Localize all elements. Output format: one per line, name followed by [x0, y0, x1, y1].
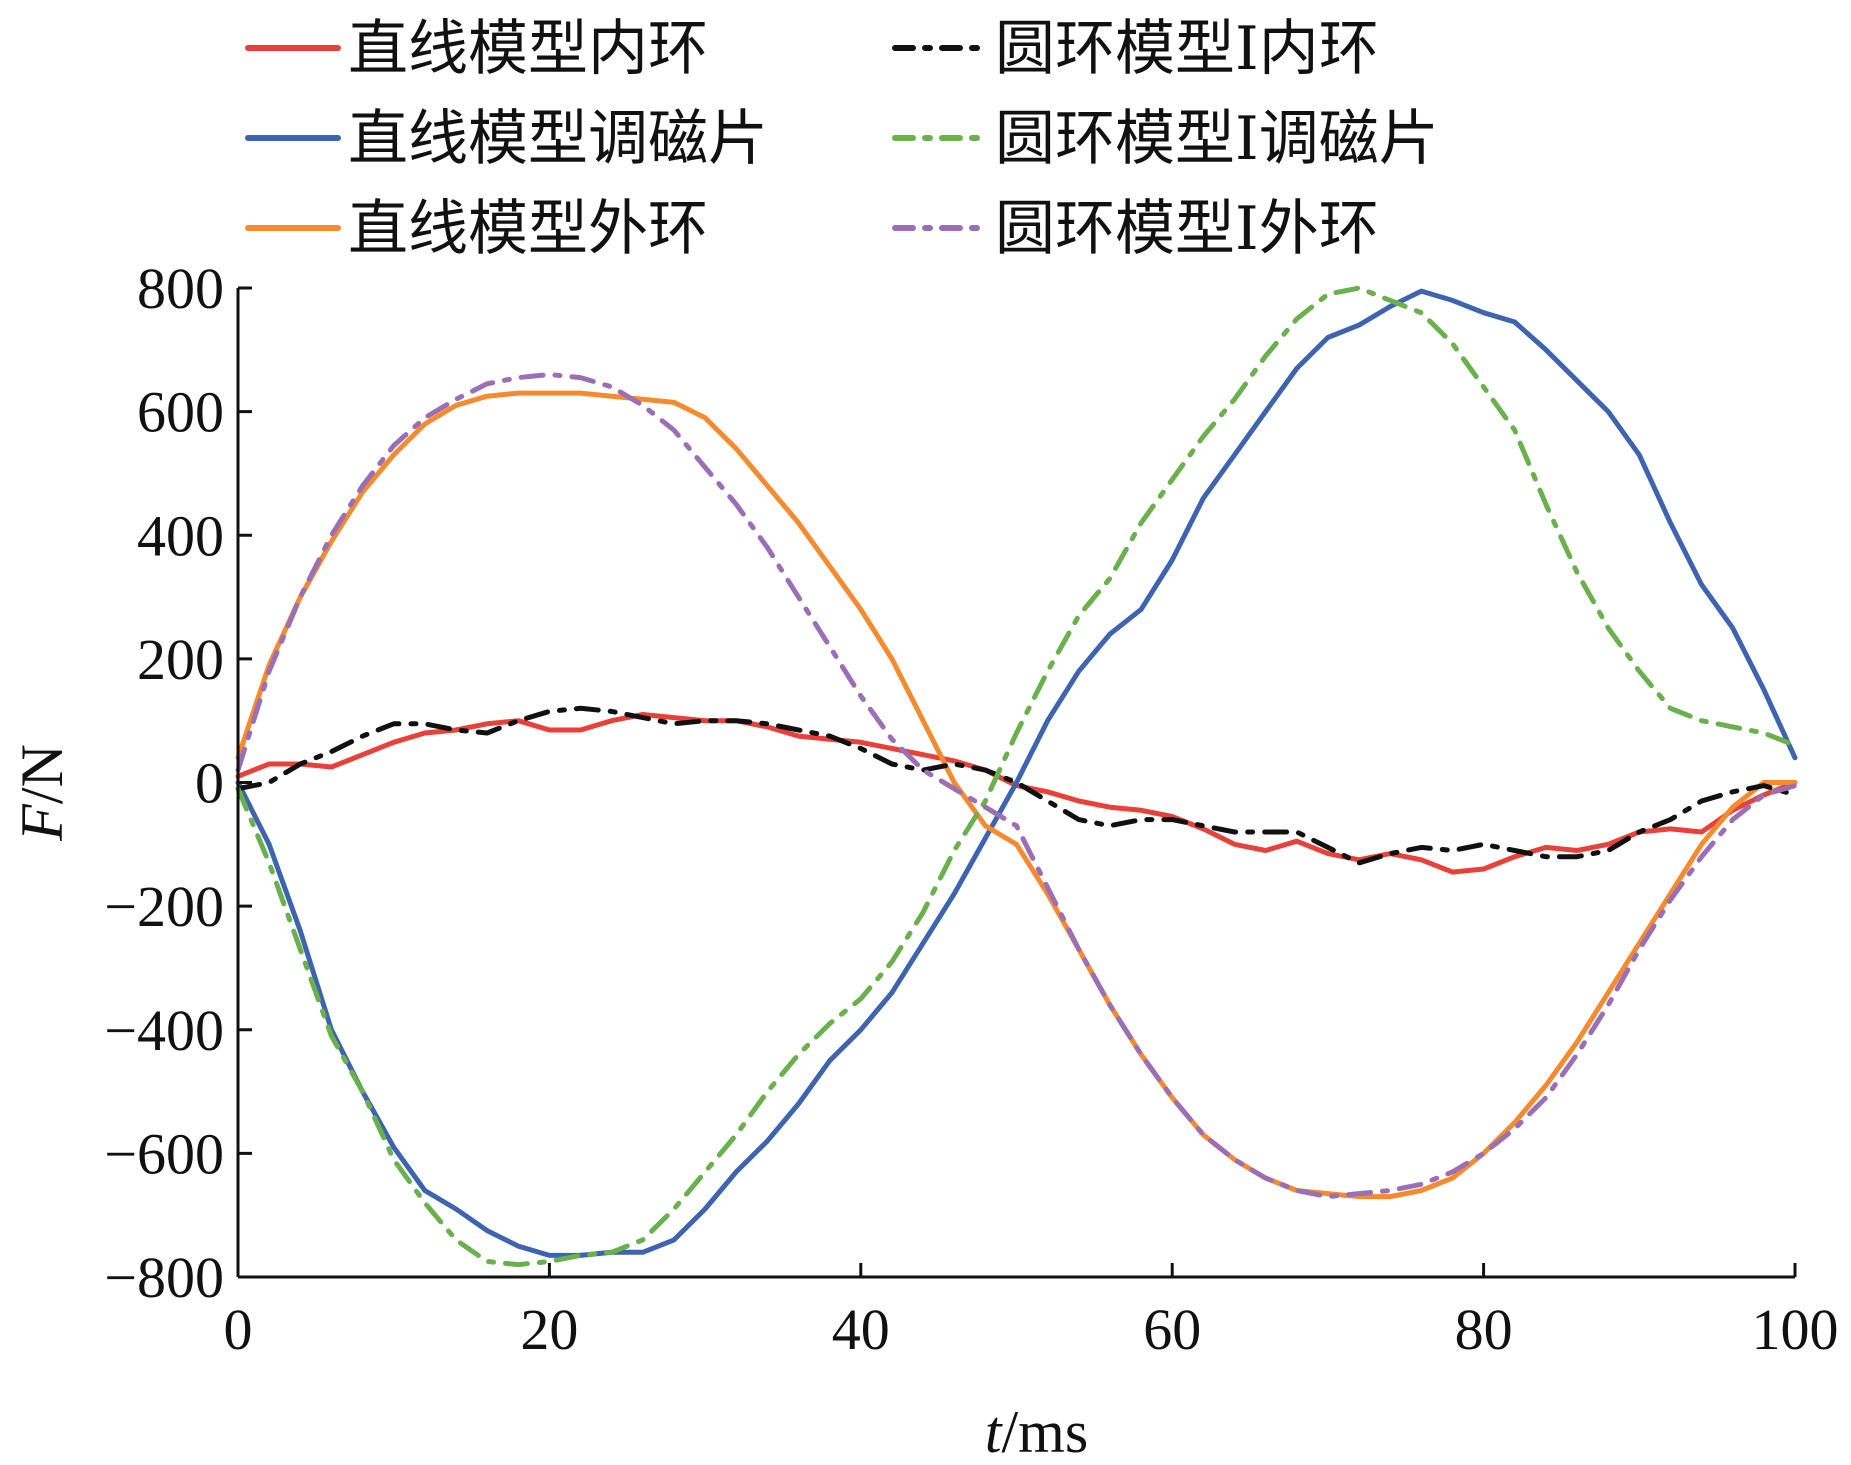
series-line-6: [235, 372, 1798, 1200]
x-axis-title: t/ms: [985, 1399, 1088, 1465]
x-tick-label: 80: [1455, 1297, 1513, 1362]
axes: 0 20 40 60 80 100 800 600 400 200 0 −200 −400 −600 −80…: [9, 256, 1839, 1465]
y-tick-label: −600: [104, 1121, 224, 1186]
series-line-3: [235, 390, 1798, 1200]
series-line-2: [235, 288, 1798, 1258]
legend-item-2: 直线模型调磁片: [245, 104, 768, 174]
series-line-5: [235, 285, 1798, 1268]
y-tick-label: −200: [104, 874, 224, 939]
legend-label: 圆环模型Ⅰ外环: [995, 194, 1379, 264]
y-tick-label: 200: [137, 627, 224, 692]
x-tick-label: 0: [224, 1297, 253, 1362]
legend-label: 直线模型外环: [348, 194, 708, 264]
y-tick-label: −400: [104, 998, 224, 1063]
y-tick-label: 400: [137, 503, 224, 568]
y-tick-label: 600: [137, 380, 224, 445]
legend-label: 圆环模型Ⅰ内环: [995, 14, 1379, 84]
y-tick-label: 800: [137, 256, 224, 321]
y-axis-title: F/N: [9, 744, 75, 842]
x-tick-label: 20: [520, 1297, 578, 1362]
legend-item-5: 圆环模型Ⅰ调磁片: [892, 104, 1439, 174]
x-tick-label: 60: [1143, 1297, 1201, 1362]
legend-item-4: 圆环模型Ⅰ内环: [892, 14, 1379, 84]
legend-label: 直线模型内环: [348, 14, 708, 84]
legend-item-3: 直线模型外环: [245, 194, 708, 264]
x-tick-label: 40: [832, 1297, 890, 1362]
x-tick-label: 100: [1752, 1297, 1839, 1362]
plot-area: [235, 285, 1798, 1268]
y-tick-label: 0: [195, 751, 224, 816]
legend-label: 直线模型调磁片: [348, 104, 768, 174]
series-line-4: [235, 705, 1798, 866]
legend-item-1: 直线模型内环: [245, 14, 708, 84]
y-tick-label: −800: [104, 1245, 224, 1310]
legend-item-6: 圆环模型Ⅰ外环: [892, 194, 1379, 264]
legend-label: 圆环模型Ⅰ调磁片: [995, 104, 1439, 174]
